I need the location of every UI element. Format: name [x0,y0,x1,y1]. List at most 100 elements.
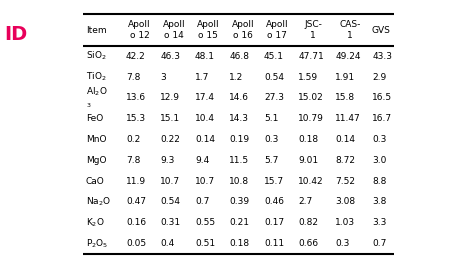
Text: 15.02: 15.02 [299,93,324,102]
Text: Apoll
o 16: Apoll o 16 [232,20,254,40]
Text: 5.1: 5.1 [264,114,278,123]
Text: 1.59: 1.59 [299,73,319,81]
Text: Na$_2$O: Na$_2$O [86,196,111,208]
Text: 3.8: 3.8 [372,197,386,206]
Text: 17.4: 17.4 [195,93,215,102]
Text: Apoll
o 15: Apoll o 15 [197,20,220,40]
Text: Apoll
o 12: Apoll o 12 [128,20,151,40]
Text: 11.47: 11.47 [335,114,361,123]
Text: 12.9: 12.9 [160,93,181,102]
Text: 47.71: 47.71 [299,52,324,61]
Text: 42.2: 42.2 [126,52,146,61]
Text: 8.8: 8.8 [372,177,386,186]
Text: Apoll
o 17: Apoll o 17 [266,20,289,40]
Text: 0.82: 0.82 [299,218,319,227]
Text: 0.54: 0.54 [160,197,181,206]
Text: 7.8: 7.8 [126,156,140,165]
Text: 9.3: 9.3 [160,156,175,165]
Text: 3: 3 [160,73,166,81]
Text: 16.7: 16.7 [372,114,392,123]
Text: 5.7: 5.7 [264,156,278,165]
Text: 16.5: 16.5 [372,93,392,102]
Text: 15.8: 15.8 [335,93,356,102]
Text: 3.3: 3.3 [372,218,386,227]
Text: 10.7: 10.7 [195,177,215,186]
Text: 27.3: 27.3 [264,93,284,102]
Text: 0.22: 0.22 [160,135,180,144]
Text: 0.46: 0.46 [264,197,284,206]
Text: 43.3: 43.3 [372,52,392,61]
Text: P$_2$O$_5$: P$_2$O$_5$ [86,237,108,250]
Text: 49.24: 49.24 [335,52,361,61]
Text: 10.8: 10.8 [229,177,250,186]
Text: 46.3: 46.3 [160,52,181,61]
Text: K$_2$O: K$_2$O [86,216,104,229]
Text: 0.05: 0.05 [126,239,146,248]
Text: 10.7: 10.7 [160,177,181,186]
Text: 10.79: 10.79 [299,114,324,123]
Text: 7.8: 7.8 [126,73,140,81]
Text: 11.9: 11.9 [126,177,146,186]
Text: FeO: FeO [86,114,103,123]
Text: 0.4: 0.4 [160,239,175,248]
Text: CaO: CaO [86,177,104,186]
Text: 7.52: 7.52 [335,177,356,186]
Text: 14.6: 14.6 [229,93,249,102]
Text: 0.3: 0.3 [264,135,278,144]
Text: 0.14: 0.14 [335,135,356,144]
Text: GVS: GVS [372,26,391,35]
Text: 0.14: 0.14 [195,135,215,144]
Text: 1.2: 1.2 [229,73,244,81]
Text: 45.1: 45.1 [264,52,284,61]
Text: 0.7: 0.7 [195,197,210,206]
Text: 0.55: 0.55 [195,218,215,227]
Text: MgO: MgO [86,156,106,165]
Text: 1.91: 1.91 [335,73,356,81]
Text: 0.66: 0.66 [299,239,319,248]
Text: 9.4: 9.4 [195,156,209,165]
Text: Item: Item [86,26,106,35]
Text: 0.3: 0.3 [335,239,350,248]
Text: 11.5: 11.5 [229,156,250,165]
Text: 0.18: 0.18 [229,239,250,248]
Text: 0.19: 0.19 [229,135,250,144]
Text: 0.7: 0.7 [372,239,386,248]
Text: TiO$_2$: TiO$_2$ [86,71,107,83]
Text: 0.54: 0.54 [264,73,284,81]
Text: 1.03: 1.03 [335,218,356,227]
Text: 0.11: 0.11 [264,239,284,248]
Text: 0.47: 0.47 [126,197,146,206]
Text: 0.18: 0.18 [299,135,319,144]
Text: Al$_2$O
$_3$: Al$_2$O $_3$ [86,86,107,110]
Text: ID: ID [5,25,28,44]
Text: 0.21: 0.21 [229,218,249,227]
Text: 3.08: 3.08 [335,197,356,206]
Text: 10.42: 10.42 [299,177,324,186]
Text: 9.01: 9.01 [299,156,319,165]
Text: 1.7: 1.7 [195,73,210,81]
Text: 10.4: 10.4 [195,114,215,123]
Text: Apoll
o 14: Apoll o 14 [163,20,185,40]
Text: 14.3: 14.3 [229,114,249,123]
Text: 13.6: 13.6 [126,93,146,102]
Text: 0.31: 0.31 [160,218,181,227]
Text: 15.7: 15.7 [264,177,284,186]
Text: 15.3: 15.3 [126,114,146,123]
Text: CAS-
1: CAS- 1 [339,20,361,40]
Text: SiO$_2$: SiO$_2$ [86,50,107,62]
Text: 2.7: 2.7 [299,197,313,206]
Text: 0.17: 0.17 [264,218,284,227]
Text: 2.9: 2.9 [372,73,386,81]
Text: JSC-
1: JSC- 1 [304,20,322,40]
Text: 0.3: 0.3 [372,135,386,144]
Text: 15.1: 15.1 [160,114,181,123]
Text: 0.2: 0.2 [126,135,140,144]
Text: 8.72: 8.72 [335,156,356,165]
Text: 0.16: 0.16 [126,218,146,227]
Text: MnO: MnO [86,135,106,144]
Text: 46.8: 46.8 [229,52,249,61]
Text: 48.1: 48.1 [195,52,215,61]
Text: 3.0: 3.0 [372,156,386,165]
Text: 0.51: 0.51 [195,239,215,248]
Text: 0.39: 0.39 [229,197,250,206]
